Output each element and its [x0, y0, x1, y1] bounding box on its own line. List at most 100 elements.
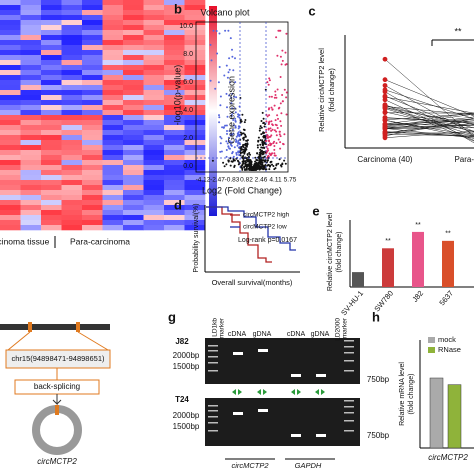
volcano-point [283, 133, 286, 136]
heatmap-cell [61, 75, 83, 81]
volcano-point [221, 126, 224, 129]
volcano-point [266, 115, 269, 118]
axis-title: -log10(p-value) [172, 65, 182, 126]
heatmap-cell [102, 110, 124, 116]
heatmap-cell [20, 200, 42, 206]
heatmap-cell [143, 25, 165, 31]
volcano-point [235, 153, 238, 156]
heatmap-cell [0, 60, 21, 66]
bar [412, 231, 424, 287]
volcano-point [258, 166, 261, 169]
heatmap-cell [82, 115, 103, 121]
heatmap-cell [61, 135, 83, 141]
volcano-point [280, 63, 283, 66]
heatmap-cell [41, 110, 62, 116]
volcano-point [241, 113, 244, 116]
volcano-point [262, 136, 265, 139]
heatmap-cell [164, 220, 185, 226]
heatmap-cell [0, 85, 21, 91]
heatmap-cell [41, 45, 62, 51]
volcano-point [259, 143, 262, 146]
volcano-point [271, 123, 274, 126]
heatmap-cell [41, 50, 62, 56]
heatmap-cell [0, 95, 21, 101]
group-label: Para-carcinoma [70, 236, 130, 246]
heatmap-cell [82, 145, 103, 151]
heatmap-cell [61, 20, 83, 26]
heatmap-cell [61, 190, 83, 196]
heatmap-cell [0, 25, 21, 31]
heatmap-cell [184, 185, 206, 191]
heatmap-cell [184, 140, 206, 146]
volcano-point [256, 152, 259, 155]
heatmap-cell [20, 55, 42, 61]
heatmap-cell [82, 155, 103, 161]
volcano-point [263, 125, 266, 128]
heatmap-cell [82, 165, 103, 171]
heatmap-cell [20, 35, 42, 41]
volcano-point [281, 94, 284, 96]
heatmap-cell [184, 115, 206, 121]
heatmap-cell [184, 30, 206, 36]
volcano-point [246, 139, 249, 142]
heatmap-cell [41, 215, 62, 221]
legend-label: circMCTP2 high [243, 212, 290, 219]
heatmap-cell [184, 170, 206, 176]
heatmap-cell [164, 100, 185, 106]
volcano-point [274, 154, 277, 157]
volcano-point [264, 143, 267, 146]
heatmap-cell [143, 30, 165, 36]
volcano-point [262, 165, 265, 167]
heatmap-cell [61, 165, 83, 171]
x-tick-label: 2.46 [255, 177, 268, 184]
heatmap-cell [184, 80, 206, 86]
heatmap-cell [143, 200, 165, 206]
axis-title: Overall survival(months) [212, 278, 293, 287]
volcano-point [238, 114, 241, 117]
volcano-point [256, 167, 259, 170]
pair-line [384, 116, 474, 128]
heatmap-cell [61, 140, 83, 146]
gene-label: GAPDH [295, 461, 322, 470]
pair-line [384, 124, 474, 128]
pair-point [382, 83, 388, 88]
volcano-point [239, 143, 241, 146]
pair-line [384, 59, 474, 137]
legend-label: mock [438, 335, 456, 344]
volcano-point [261, 146, 264, 149]
heatmap-cell [184, 55, 206, 61]
volcano-point [241, 164, 244, 167]
band [344, 360, 354, 362]
heatmap-cell [164, 50, 185, 56]
heatmap-cell [184, 75, 206, 81]
heatmap-cell [41, 75, 62, 81]
volcano-point [229, 37, 232, 40]
volcano-point [237, 139, 240, 142]
volcano-point [270, 143, 273, 145]
heatmap-cell [82, 40, 103, 46]
band [344, 400, 354, 402]
heatmap-cell [143, 55, 165, 61]
volcano-point [234, 138, 237, 141]
volcano-point [244, 163, 247, 166]
band [316, 434, 326, 437]
volcano-point [254, 163, 257, 166]
volcano-point [210, 59, 213, 62]
volcano-point [225, 155, 228, 158]
heatmap-cell [143, 100, 165, 106]
heatmap-cell [164, 30, 185, 36]
gene-label: circMCTP2 [231, 461, 269, 470]
heatmap-cell [82, 110, 103, 116]
volcano-point [259, 139, 262, 142]
volcano-point [230, 141, 232, 144]
volcano-point [234, 126, 237, 129]
volcano-point [276, 88, 279, 91]
volcano-point [257, 162, 260, 165]
heatmap-cell [164, 155, 185, 161]
heatmap-cell [123, 5, 144, 11]
heatmap-cell [61, 15, 83, 21]
heatmap-cell [164, 35, 185, 41]
volcano-point [276, 114, 279, 117]
heatmap-cell [102, 200, 124, 206]
